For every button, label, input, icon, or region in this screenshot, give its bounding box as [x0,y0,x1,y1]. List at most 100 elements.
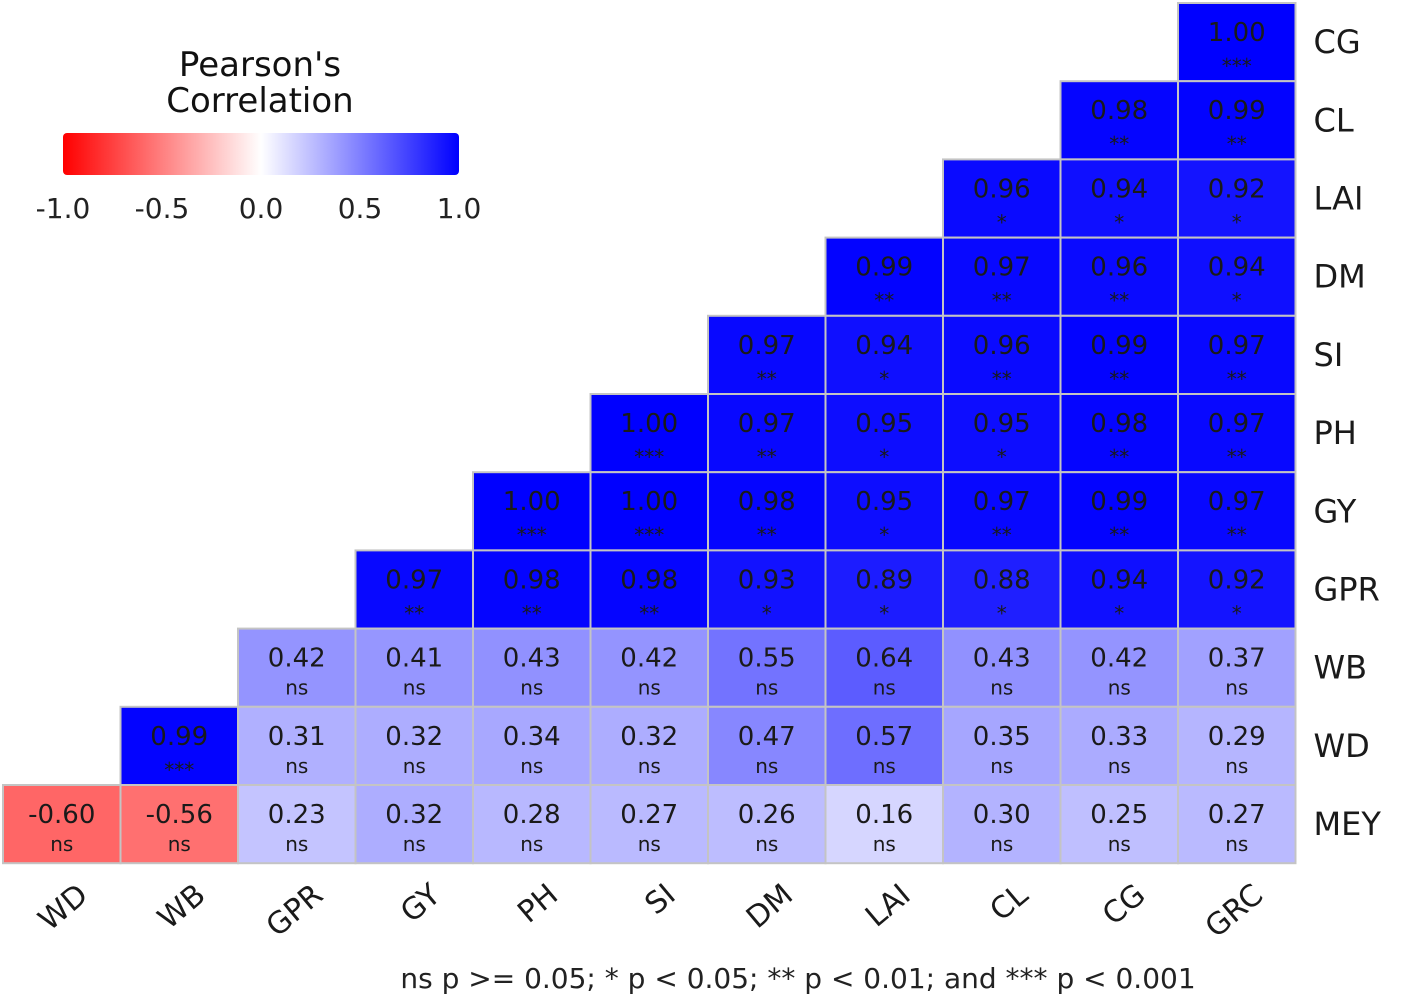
cell-rect [824,627,944,708]
cell-significance: ns [638,832,661,856]
cell-significance: ** [1109,367,1129,391]
cell-significance: ns [638,754,661,778]
cell-value: 0.42 [620,644,678,674]
heatmap-cell: 1.00 *** [589,471,709,552]
cell-rect [589,393,709,474]
cell-value: 0.98 [620,565,678,595]
cell-rect [237,627,357,708]
row-label: MEY [1314,805,1382,843]
heatmap-cell: 0.99 ** [1059,471,1179,552]
cell-significance: ns [990,832,1013,856]
cell-significance: ** [992,289,1012,313]
cell-rect [1177,158,1297,239]
cell-rect [1177,393,1297,474]
cell-significance: ns [638,676,661,700]
cell-value: 0.95 [855,409,913,439]
cell-significance: ns [285,676,308,700]
cell-significance: ns [873,676,896,700]
cell-significance: ** [1109,132,1129,156]
column-label: WB [151,877,212,936]
cell-significance: ns [520,754,543,778]
heatmap-cell: 0.95 * [824,471,944,552]
cell-value: 0.94 [1208,253,1266,283]
cell-significance: ns [755,754,778,778]
cell-value: 0.88 [973,565,1031,595]
cell-value: 0.37 [1208,644,1266,674]
cell-significance: ns [403,754,426,778]
cell-significance: ns [755,832,778,856]
cell-rect [589,471,709,552]
cell-significance: ns [1108,832,1131,856]
column-label: CL [984,877,1036,928]
cell-rect [1059,393,1179,474]
heatmap-cell: 0.92 * [1177,158,1297,239]
legend-title-line1: Pearson's [179,45,341,85]
cell-value: 0.95 [973,409,1031,439]
cell-rect [472,705,592,786]
cell-significance: ** [1109,445,1129,469]
cell-value: 0.27 [620,800,678,830]
cell-value: 1.00 [1208,18,1266,48]
cell-significance: ns [285,832,308,856]
heatmap-cell: 0.92 * [1177,549,1297,630]
heatmap-cell: 0.97 ** [1177,393,1297,474]
cell-value: 0.47 [738,722,796,752]
cell-value: 0.94 [855,331,913,361]
cell-significance: *** [634,445,664,469]
cell-value: 0.99 [1208,96,1266,126]
cell-significance: ** [1227,132,1247,156]
cell-significance: ns [755,676,778,700]
cell-value: 0.32 [385,800,443,830]
cell-significance: ** [1227,523,1247,547]
heatmap-cell: 0.98 ** [589,549,709,630]
cell-value: 0.33 [1090,722,1148,752]
cell-rect [1059,80,1179,161]
heatmap-cells: 1.00***0.98**0.99**0.96*0.94*0.92*0.99**… [2,2,1297,865]
heatmap-cell: 0.95 * [942,393,1062,474]
legend-tick-label: 0.5 [338,192,383,225]
cell-rect [119,705,239,786]
cell-value: 0.43 [503,644,561,674]
cell-significance: ns [168,832,191,856]
cell-rect [237,705,357,786]
cell-value: 0.98 [1090,409,1148,439]
heatmap-cell: 0.98 ** [707,471,827,552]
heatmap-cell: 0.97 ** [942,471,1062,552]
cell-value: 0.98 [1090,96,1148,126]
heatmap-cell: 1.00 *** [589,393,709,474]
cell-significance: * [1232,289,1242,313]
cell-significance: ** [1227,445,1247,469]
cell-value: 0.32 [385,722,443,752]
cell-rect [1177,471,1297,552]
cell-significance: *** [634,523,664,547]
cell-value: 0.97 [385,565,443,595]
cell-rect [707,705,827,786]
cell-significance: ns [403,676,426,700]
heatmap-cell: 0.93 * [707,549,827,630]
cell-rect [1177,236,1297,317]
row-label: DM [1314,258,1366,296]
cell-value: 1.00 [620,409,678,439]
cell-rect [824,393,944,474]
cell-rect [119,784,239,865]
heatmap-cell: 0.97 ** [1177,471,1297,552]
cell-value: 0.97 [738,331,796,361]
legend-tick-label: 1.0 [437,192,482,225]
heatmap-cell: 0.96 ** [942,314,1062,395]
cell-value: 0.26 [738,800,796,830]
cell-significance: ** [757,523,777,547]
row-label: CG [1314,23,1361,61]
column-label: GRC [1199,877,1270,945]
cell-significance: *** [517,523,547,547]
cell-rect [354,549,474,630]
cell-value: 0.99 [855,253,913,283]
